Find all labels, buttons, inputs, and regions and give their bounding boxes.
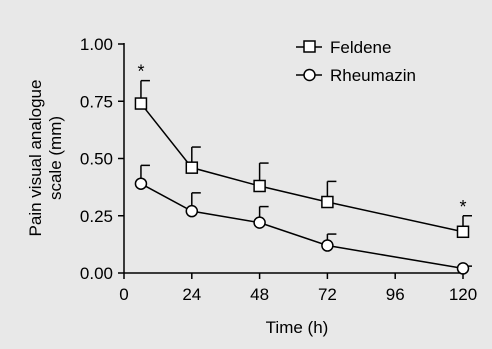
data-point-rheumazin (253, 216, 266, 229)
error-bars (140, 79, 472, 269)
y-axis-title-line1: Pain visual analogue (26, 80, 45, 237)
tick-marks (118, 43, 464, 279)
x-tick-label: 72 (318, 285, 337, 304)
legend-circle-marker (303, 68, 316, 82)
data-point-feldene (185, 161, 199, 174)
x-tick-label: 48 (250, 285, 269, 304)
data-point-rheumazin (134, 177, 148, 190)
y-tick-label: 0.00 (80, 264, 113, 283)
tick-labels: 0.00 0.25 0.50 0.75 1.00 0 24 48 72 96 120 (80, 35, 477, 304)
data-points (134, 97, 470, 275)
significance-asterisk: * (459, 197, 466, 217)
legend-label-rheumazin: Rheumazin (330, 66, 416, 85)
y-axis-title-line2: scale (mm) (46, 116, 65, 200)
data-point-rheumazin (185, 204, 199, 218)
y-tick-label: 0.75 (80, 92, 113, 111)
significance-annotations: ** (137, 62, 466, 217)
data-point-feldene (321, 195, 334, 209)
data-point-rheumazin (321, 239, 334, 252)
y-tick-label: 1.00 (80, 35, 113, 54)
y-tick-label: 0.50 (80, 150, 113, 169)
data-point-feldene (134, 97, 148, 110)
data-point-feldene (456, 225, 470, 239)
legend-label-feldene: Feldene (330, 38, 391, 57)
x-tick-label: 120 (449, 285, 477, 304)
x-tick-label: 96 (386, 285, 405, 304)
legend-square-marker (303, 40, 316, 53)
x-tick-label: 24 (182, 285, 201, 304)
x-tick-label: 0 (119, 285, 128, 304)
legend: Feldene Rheumazin (296, 38, 416, 85)
data-point-rheumazin (456, 262, 470, 275)
y-axis-title: Pain visual analogue scale (mm) (26, 80, 65, 237)
y-tick-label: 0.25 (80, 207, 113, 226)
series-lines (140, 103, 464, 270)
x-axis-title: Time (h) (266, 318, 329, 337)
significance-asterisk: * (137, 62, 144, 82)
data-point-feldene (253, 179, 266, 193)
